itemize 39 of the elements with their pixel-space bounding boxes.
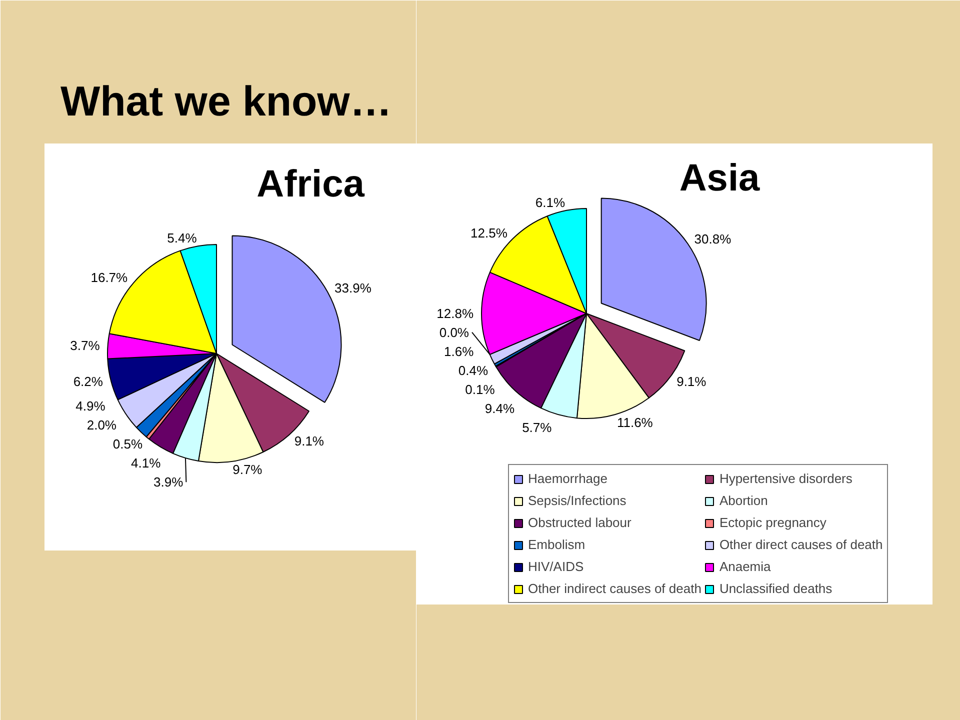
legend-label: Hypertensive disorders [719,470,852,488]
data-label: 5.7% [522,420,552,435]
data-label: 3.9% [154,474,184,490]
data-label: 4.9% [76,398,106,414]
data-label: 12.8% [436,306,474,321]
legend-label: Other indirect causes of death [528,580,702,598]
data-label: 1.6% [444,344,474,359]
text: 0.0% [439,324,470,340]
data-label: 6.2% [73,374,104,390]
text: What we know… [60,78,392,124]
chart-title: Africa [256,164,366,206]
data-label: 33.9% [334,280,372,296]
legend-label: Sepsis/Infections [528,492,626,510]
data-label: 9.1% [294,433,324,448]
legend-label: Other direct causes of death [719,536,883,554]
data-label: 5.4% [167,230,198,246]
data-label: 9.1% [676,374,707,390]
data-label: 0.1% [465,382,496,397]
legend-label: Unclassified deaths [719,580,832,598]
data-label: 12.5% [470,225,508,240]
legend-label: Ectopic pregnancy [719,514,826,532]
data-label: 16.7% [90,270,128,285]
data-label: 9.7% [232,462,263,477]
legend-label: Abortion [719,492,768,510]
data-label: 4.1% [131,456,162,471]
legend-label: Obstructed labour [528,514,632,532]
data-label: 0.4% [458,362,488,378]
data-label: 0.5% [112,436,143,452]
data-label: 30.8% [694,232,732,247]
legend-label: Embolism [528,536,586,554]
data-label: 11.6% [616,414,654,430]
data-label: 6.1% [535,195,566,210]
data-label: 2.0% [86,418,117,433]
data-label: 9.4% [484,400,516,416]
legend-label: Anaemia [719,558,771,576]
data-label: 3.7% [70,338,100,354]
legend-label: HIV/AIDS [528,558,584,576]
legend-label: Haemorrhage [528,470,608,488]
chart-title: Asia [679,158,760,200]
